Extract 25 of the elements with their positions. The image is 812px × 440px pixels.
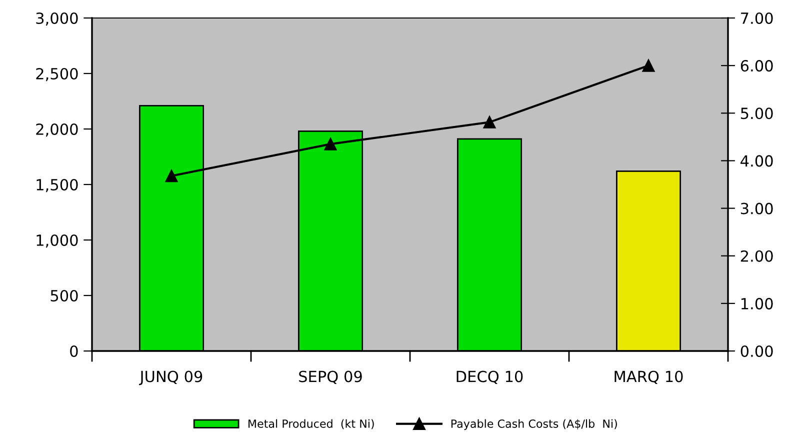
point: [483, 116, 496, 128]
y2-tick-label: 2.00: [740, 250, 773, 262]
legend-label: Payable Cash Costs (A$/lb Ni): [451, 419, 617, 430]
x-tick-label: MARQ 10: [614, 370, 683, 384]
y-tick-label: 1,500: [36, 178, 78, 192]
y-tick-label: 0: [70, 345, 78, 358]
x-tick-label: JUNQ 09: [138, 370, 202, 386]
y2-tick-label: 5.00: [740, 108, 773, 120]
legend-label: Metal Produced (kt Ni): [248, 419, 374, 430]
y2-tick-label: 4.00: [740, 155, 773, 167]
y-tick-label: 2,000: [36, 123, 78, 137]
y-tick-label: 1,000: [36, 234, 78, 248]
x-tick-label: DECQ 10: [456, 370, 523, 384]
y-tick-label: 500: [50, 290, 78, 302]
y2-tick-label: 0.00: [740, 345, 773, 358]
y-tick-label: 2,500: [36, 68, 78, 82]
y-tick-label: 3,000: [36, 12, 78, 26]
y2-tick-label: 6.00: [740, 60, 773, 72]
point: [324, 138, 337, 150]
x-tick-label: SEPQ 09: [299, 370, 362, 384]
y2-tick-label: 1.00: [741, 298, 773, 310]
point: [165, 170, 178, 182]
y2-tick-label: 3.00: [740, 202, 773, 214]
point: [642, 59, 655, 72]
y2-tick-label: 7.00: [741, 12, 773, 24]
